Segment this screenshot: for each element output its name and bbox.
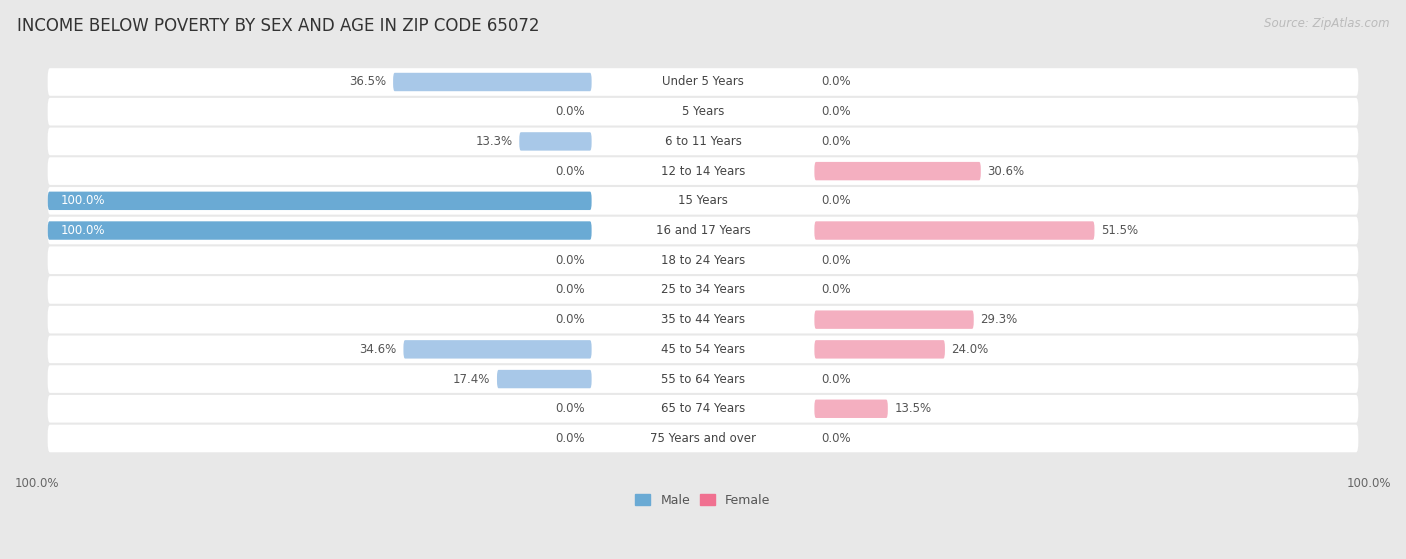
FancyBboxPatch shape (595, 429, 811, 448)
FancyBboxPatch shape (595, 221, 811, 240)
Text: 15 Years: 15 Years (678, 195, 728, 207)
Text: 0.0%: 0.0% (555, 402, 585, 415)
FancyBboxPatch shape (48, 306, 1358, 334)
Text: 0.0%: 0.0% (821, 195, 851, 207)
FancyBboxPatch shape (48, 217, 1358, 244)
Text: 0.0%: 0.0% (821, 105, 851, 118)
Text: 0.0%: 0.0% (555, 283, 585, 296)
FancyBboxPatch shape (814, 340, 945, 358)
Text: 100.0%: 100.0% (15, 477, 59, 490)
FancyBboxPatch shape (48, 221, 592, 240)
FancyBboxPatch shape (595, 310, 811, 329)
Text: 16 and 17 Years: 16 and 17 Years (655, 224, 751, 237)
Text: 30.6%: 30.6% (987, 164, 1025, 178)
FancyBboxPatch shape (48, 157, 1358, 185)
FancyBboxPatch shape (48, 127, 1358, 155)
FancyBboxPatch shape (48, 335, 1358, 363)
Text: 100.0%: 100.0% (60, 224, 105, 237)
Text: 25 to 34 Years: 25 to 34 Years (661, 283, 745, 296)
FancyBboxPatch shape (595, 192, 811, 210)
FancyBboxPatch shape (595, 340, 811, 358)
FancyBboxPatch shape (48, 276, 1358, 304)
Text: 0.0%: 0.0% (555, 313, 585, 326)
FancyBboxPatch shape (595, 400, 811, 418)
Text: 0.0%: 0.0% (821, 283, 851, 296)
FancyBboxPatch shape (595, 251, 811, 269)
Text: Source: ZipAtlas.com: Source: ZipAtlas.com (1264, 17, 1389, 30)
Text: 12 to 14 Years: 12 to 14 Years (661, 164, 745, 178)
Text: 0.0%: 0.0% (821, 135, 851, 148)
Text: 55 to 64 Years: 55 to 64 Years (661, 372, 745, 386)
FancyBboxPatch shape (814, 162, 981, 181)
Legend: Male, Female: Male, Female (636, 494, 770, 506)
FancyBboxPatch shape (394, 73, 592, 91)
Text: 6 to 11 Years: 6 to 11 Years (665, 135, 741, 148)
FancyBboxPatch shape (48, 68, 1358, 96)
FancyBboxPatch shape (814, 310, 974, 329)
FancyBboxPatch shape (48, 187, 1358, 215)
FancyBboxPatch shape (48, 98, 1358, 126)
FancyBboxPatch shape (814, 221, 1094, 240)
Text: 17.4%: 17.4% (453, 372, 491, 386)
Text: 35 to 44 Years: 35 to 44 Years (661, 313, 745, 326)
Text: 75 Years and over: 75 Years and over (650, 432, 756, 445)
Text: 18 to 24 Years: 18 to 24 Years (661, 254, 745, 267)
Text: 24.0%: 24.0% (952, 343, 988, 356)
Text: 0.0%: 0.0% (821, 254, 851, 267)
FancyBboxPatch shape (48, 365, 1358, 393)
FancyBboxPatch shape (48, 425, 1358, 452)
FancyBboxPatch shape (404, 340, 592, 358)
Text: 13.5%: 13.5% (894, 402, 932, 415)
Text: 5 Years: 5 Years (682, 105, 724, 118)
FancyBboxPatch shape (48, 192, 592, 210)
Text: 29.3%: 29.3% (980, 313, 1018, 326)
Text: 0.0%: 0.0% (555, 105, 585, 118)
Text: 100.0%: 100.0% (60, 195, 105, 207)
FancyBboxPatch shape (48, 395, 1358, 423)
Text: 36.5%: 36.5% (350, 75, 387, 88)
Text: 13.3%: 13.3% (475, 135, 513, 148)
Text: 0.0%: 0.0% (821, 372, 851, 386)
FancyBboxPatch shape (595, 73, 811, 91)
Text: 0.0%: 0.0% (821, 75, 851, 88)
FancyBboxPatch shape (595, 370, 811, 389)
FancyBboxPatch shape (595, 281, 811, 299)
Text: 100.0%: 100.0% (1347, 477, 1391, 490)
FancyBboxPatch shape (48, 247, 1358, 274)
Text: 65 to 74 Years: 65 to 74 Years (661, 402, 745, 415)
Text: INCOME BELOW POVERTY BY SEX AND AGE IN ZIP CODE 65072: INCOME BELOW POVERTY BY SEX AND AGE IN Z… (17, 17, 540, 35)
FancyBboxPatch shape (519, 132, 592, 150)
Text: 34.6%: 34.6% (360, 343, 396, 356)
FancyBboxPatch shape (595, 162, 811, 181)
Text: 0.0%: 0.0% (555, 254, 585, 267)
FancyBboxPatch shape (496, 370, 592, 389)
FancyBboxPatch shape (595, 102, 811, 121)
FancyBboxPatch shape (814, 400, 887, 418)
Text: 0.0%: 0.0% (555, 432, 585, 445)
Text: 51.5%: 51.5% (1101, 224, 1137, 237)
FancyBboxPatch shape (595, 132, 811, 150)
Text: 0.0%: 0.0% (555, 164, 585, 178)
Text: Under 5 Years: Under 5 Years (662, 75, 744, 88)
Text: 0.0%: 0.0% (821, 432, 851, 445)
Text: 45 to 54 Years: 45 to 54 Years (661, 343, 745, 356)
